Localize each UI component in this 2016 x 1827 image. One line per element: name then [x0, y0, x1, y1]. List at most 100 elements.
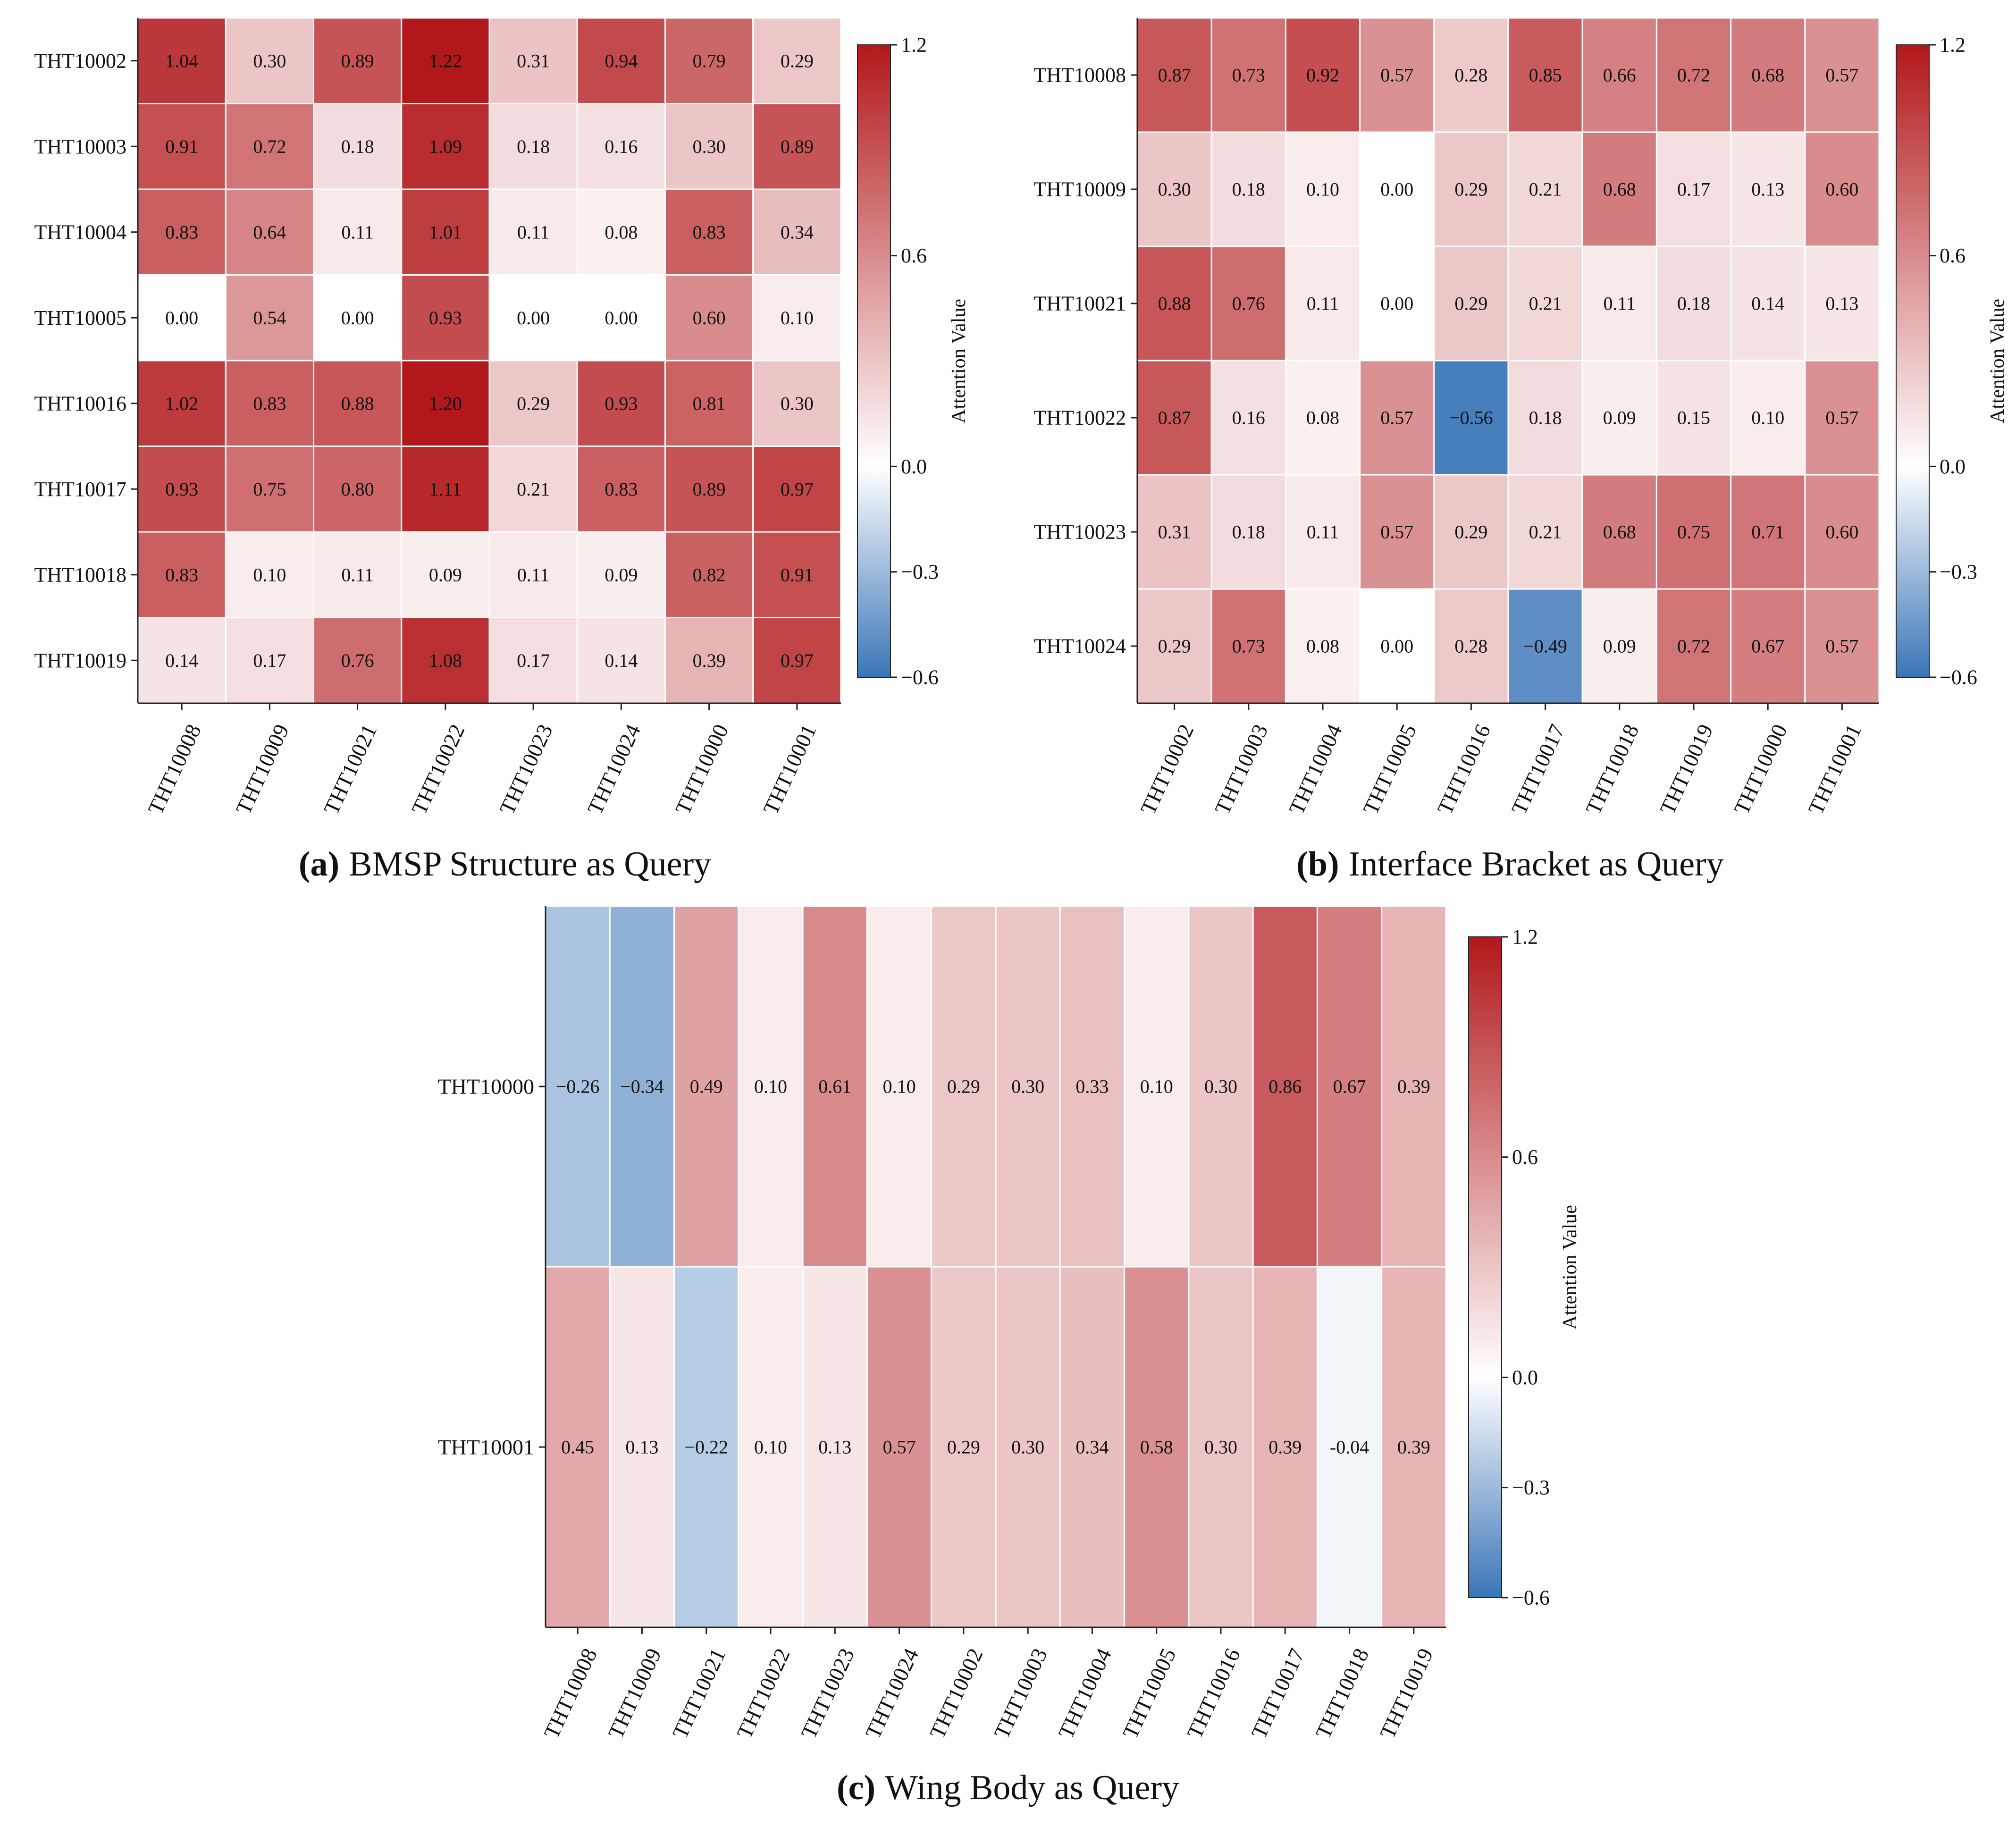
cell-value-label: 0.11	[1307, 293, 1339, 314]
cell-value-label: 0.00	[1380, 293, 1413, 314]
heatmap-cell	[866, 1266, 932, 1628]
cell-value-label: 0.68	[1603, 179, 1636, 200]
x-tick-label: THT10001	[758, 721, 821, 818]
heatmap-cell	[664, 531, 754, 618]
cell-value-label: 0.83	[693, 221, 726, 243]
cell-value-label: 0.57	[1380, 522, 1413, 543]
cell-value-label: 0.11	[1604, 293, 1636, 314]
heatmap-cell	[576, 188, 666, 276]
cell-value-label: 0.29	[781, 50, 814, 71]
heatmap-cell	[1804, 17, 1880, 133]
cell-value-label: 0.08	[1306, 636, 1339, 657]
cell-value-label: 0.30	[693, 136, 726, 157]
heatmap-cell	[866, 905, 932, 1268]
heatmap-cell	[1655, 360, 1732, 476]
panel-title: Interface Bracket as Query	[1349, 845, 1724, 884]
heatmap-cell	[1359, 131, 1435, 247]
cell-value-label: 0.57	[1825, 636, 1858, 657]
cell-value-label: −0.49	[1523, 636, 1567, 657]
cell-value-label: 0.11	[341, 221, 374, 243]
heatmap-cell	[995, 1266, 1061, 1628]
colorbar-tick-label: 0.0	[1940, 455, 1966, 478]
x-tick-label: THT10008	[143, 721, 206, 818]
heatmap-cell	[576, 531, 666, 618]
cell-value-label: 0.73	[1232, 65, 1265, 86]
heatmap-cell	[1188, 905, 1254, 1268]
cell-value-label: 0.14	[165, 650, 198, 671]
cell-value-label: 1.22	[429, 50, 462, 71]
heatmap-cell	[752, 188, 842, 276]
cell-value-label: 0.83	[605, 479, 638, 500]
heatmap-cell	[576, 17, 666, 104]
cell-value-label: 0.10	[754, 1437, 787, 1458]
colorbar	[1896, 44, 1930, 678]
y-tick-label: THT10021	[1033, 292, 1126, 315]
cell-value-label: 0.93	[429, 307, 462, 328]
cell-value-label: 0.00	[1380, 179, 1413, 200]
heatmap-panel-3: −0.26 −0.34 0.49 0.10 0.61 0.10 0.29 0.30 0.33 0.…	[438, 905, 1581, 1807]
cell-value-label: 0.33	[1075, 1076, 1109, 1097]
x-tick-label: THT10000	[671, 721, 733, 818]
heatmap-cell	[1136, 131, 1212, 247]
heatmap-cell	[1804, 360, 1880, 476]
heatmap-cell	[1252, 905, 1318, 1268]
cell-value-label: 0.18	[1677, 293, 1710, 314]
heatmap-cell	[664, 360, 754, 447]
heatmap-cell	[752, 531, 842, 618]
heatmap-cell	[488, 446, 578, 533]
cell-value-label: 1.02	[165, 393, 198, 414]
heatmap-cell	[1252, 1266, 1318, 1628]
x-tick-label: THT10004	[1284, 721, 1347, 818]
x-tick-label: THT10000	[1729, 721, 1792, 818]
x-tick-label: THT10021	[668, 1645, 731, 1743]
heatmap-cell	[401, 188, 490, 276]
cell-value-label: 0.17	[517, 650, 550, 671]
cell-value-label: 0.72	[1677, 65, 1710, 86]
cell-value-label: 0.13	[818, 1437, 851, 1458]
cell-value-label: -0.04	[1330, 1437, 1369, 1458]
y-tick-label: THT10008	[1033, 64, 1126, 87]
x-tick-label: THT10024	[583, 721, 646, 818]
cell-value-label: 0.89	[781, 136, 814, 157]
x-tick-label: THT10023	[796, 1645, 859, 1743]
heatmap-cell	[1730, 474, 1806, 590]
heatmap-cell	[673, 905, 739, 1268]
heatmap-cell	[576, 446, 666, 533]
colorbar-tick-label: 0.6	[1512, 1145, 1538, 1169]
heatmap-cell	[1804, 245, 1880, 362]
colorbar-tick-label: 0.0	[901, 455, 927, 478]
heatmap-cell	[225, 103, 314, 190]
cell-value-label: 0.28	[1454, 636, 1487, 657]
cell-value-label: 0.87	[1158, 407, 1191, 429]
cell-value-label: 0.58	[1140, 1437, 1173, 1458]
heatmap-cell	[752, 360, 842, 447]
heatmap-cell	[225, 188, 314, 276]
heatmap-cell	[752, 617, 842, 704]
y-tick-label: THT10004	[34, 220, 126, 244]
colorbar-label: Attention Value	[948, 299, 970, 423]
colorbar-tick-label: 0.6	[901, 244, 927, 267]
panel-caption: (a) BMSP Structure as Query	[299, 845, 711, 884]
cell-value-label: 0.80	[341, 479, 374, 500]
cell-value-label: 0.00	[341, 307, 374, 328]
cell-value-label: 1.01	[429, 221, 462, 243]
cell-value-label: 0.83	[165, 564, 198, 585]
cell-value-label: 0.87	[1158, 65, 1191, 86]
cell-value-label: 0.57	[1380, 65, 1413, 86]
cell-value-label: −0.26	[556, 1076, 600, 1097]
cell-value-label: 0.88	[341, 393, 374, 414]
colorbar	[857, 44, 891, 678]
y-tick-label: THT10001	[438, 1435, 534, 1459]
x-tick-label: THT10009	[231, 721, 294, 818]
cell-value-label: 0.75	[1677, 522, 1710, 543]
heatmap-panel-1: 1.04 0.30 0.89 1.22 0.31 0.94 0.79 0.29 0.91 0.72…	[34, 17, 970, 884]
panel-label: (b)	[1296, 845, 1339, 884]
heatmap-cell	[664, 446, 754, 533]
cell-value-label: 0.18	[1232, 522, 1265, 543]
x-tick-label: THT10005	[1118, 1645, 1181, 1743]
heatmap-cell	[313, 17, 403, 104]
colorbar-tick-label: −0.3	[1512, 1476, 1550, 1499]
cell-value-label: 0.21	[1529, 179, 1562, 200]
cell-value-label: 0.29	[1454, 179, 1487, 200]
colorbar-tick-label: 0.6	[1940, 244, 1966, 267]
